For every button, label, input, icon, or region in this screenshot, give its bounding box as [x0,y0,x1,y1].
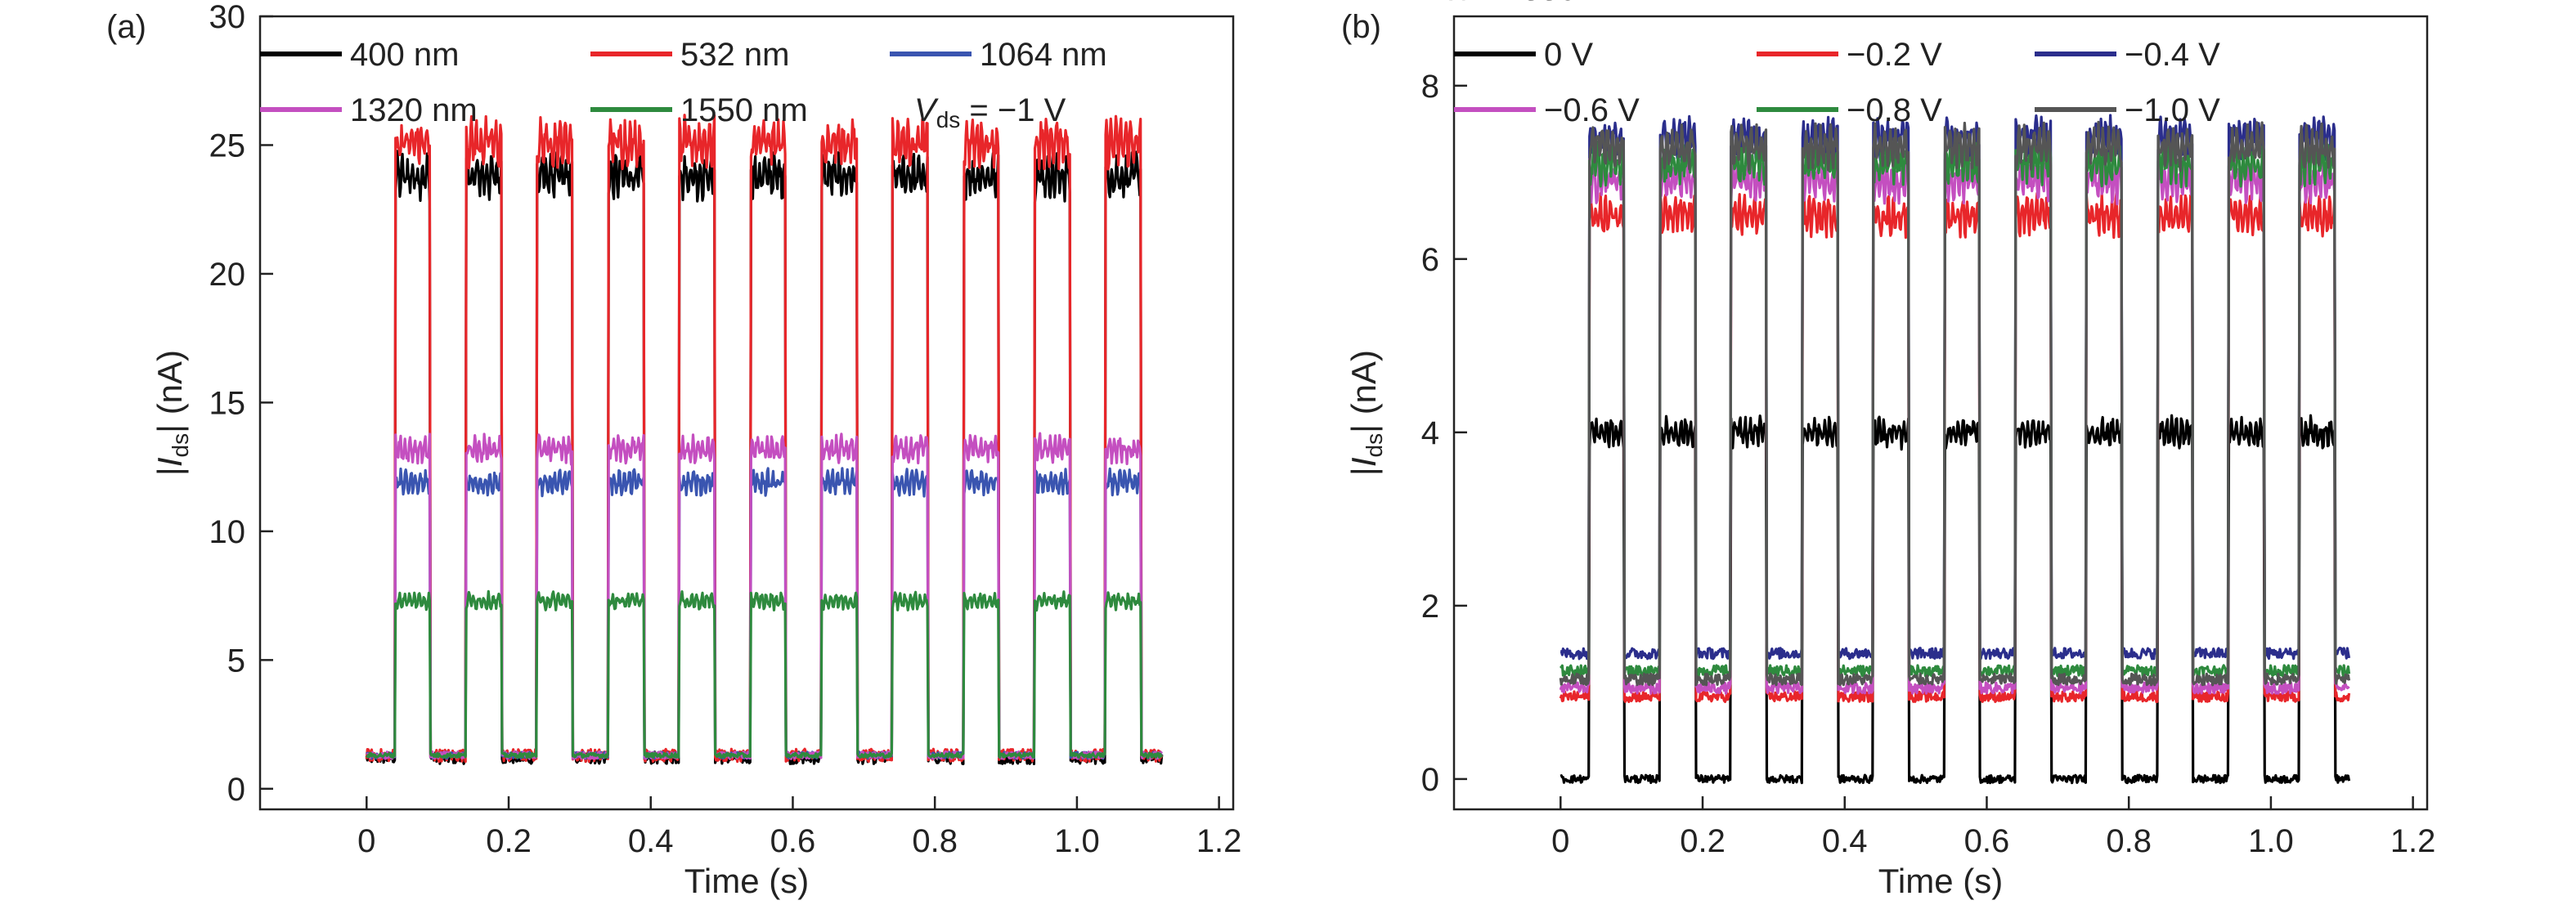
y-tick-label: 8 [1421,69,1439,105]
legend-annotation: λ = 1550 nm [1449,0,1631,7]
y-tick-label: 5 [227,643,245,679]
y-tick-label: 30 [209,0,246,35]
x-tick-label: 0.6 [1964,823,2010,859]
x-tick-label: 0 [1551,823,1569,859]
legend: 0 V −0.2 V −0.4 V −0.6 V −0.8 V −1.0 V λ = 155… [1449,0,2220,128]
y-tick-label: 20 [209,257,246,293]
x-tick-label: 0.2 [486,823,532,859]
x-tick-label: 0.4 [628,823,674,859]
x-axis-label: Time (s) [1878,862,2003,900]
x-tick-label: 0.8 [912,823,958,859]
series-line [1559,156,2350,695]
legend-label: 532 nm [680,37,789,73]
series-traces [1559,114,2351,785]
legend-label: 1064 nm [980,37,1107,73]
legend-label: −0.2 V [1847,37,1942,73]
panel-label: (a) [106,9,146,45]
x-tick-label: 0.8 [2106,823,2152,859]
x-tick-label: 0 [357,823,375,859]
legend: 400 nm 532 nm 1064 nm 1320 nm 1550 nm Vds = −… [260,37,1107,132]
x-axis-label: Time (s) [684,862,809,900]
x-tick-label: 0.6 [770,823,816,859]
legend-label: −1.0 V [2125,92,2220,128]
x-tick-label: 1.2 [1196,823,1242,859]
legend-label: −0.8 V [1847,92,1942,128]
series-line [1559,120,2351,687]
series-line [1560,414,2351,785]
y-tick-label: 25 [209,128,246,164]
series-traces [365,114,1164,766]
legend-label: 1320 nm [350,92,478,128]
y-tick-label: 0 [227,772,245,808]
y-axis-label: |Ids| (nA) [150,350,193,476]
y-tick-label: 15 [209,385,246,421]
panel-label: (b) [1341,9,1381,45]
legend-label: 400 nm [350,37,459,73]
x-tick-label: 1.0 [1054,823,1100,859]
y-axis-label: |Ids| (nA) [1344,350,1387,476]
x-tick-label: 1.0 [2248,823,2294,859]
series-line [365,467,1163,760]
x-tick-label: 0.2 [1680,823,1726,859]
panel-a: 0 0.2 0.4 0.6 0.8 1.0 1.2 0 5 10 15 20 25 30 Time (s) |… [106,0,1241,900]
legend-annotation: Vds = −1 V [914,92,1066,132]
series-line [366,589,1164,759]
legend-label: 0 V [1544,37,1593,73]
panel-b: 0 0.2 0.4 0.6 0.8 1.0 1.2 0 2 4 6 8 Time (s) |Ids| (n… [1341,0,2435,900]
plot-frame [258,15,1235,811]
y-tick-label: 2 [1421,589,1439,625]
plot-frame [1452,15,2429,811]
y-tick-label: 4 [1421,415,1439,451]
y-tick-label: 10 [209,514,246,550]
legend-label: −0.4 V [2125,37,2220,73]
legend-label: −0.6 V [1544,92,1640,128]
legend-label: 1550 nm [680,92,808,128]
series-line [365,150,1164,766]
x-tick-label: 1.2 [2390,823,2436,859]
y-tick-label: 6 [1421,242,1439,278]
series-line [1559,191,2351,704]
y-tick-label: 0 [1421,762,1439,798]
x-tick-label: 0.4 [1822,823,1868,859]
